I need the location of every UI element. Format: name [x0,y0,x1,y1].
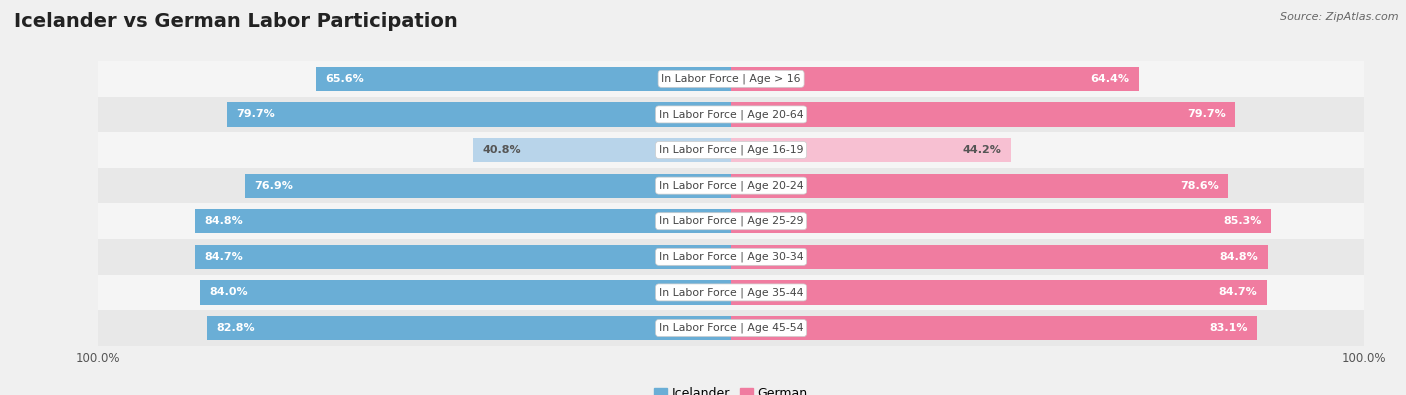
Text: 79.7%: 79.7% [1187,109,1226,119]
Bar [200,280,731,305]
Text: 83.1%: 83.1% [1209,323,1247,333]
Text: Icelander vs German Labor Participation: Icelander vs German Labor Participation [14,12,458,31]
Bar [731,280,1267,305]
Bar [731,138,1011,162]
Text: 64.4%: 64.4% [1090,74,1129,84]
FancyBboxPatch shape [98,97,1364,132]
Legend: Icelander, German: Icelander, German [650,382,813,395]
Text: In Labor Force | Age 16-19: In Labor Force | Age 16-19 [659,145,803,155]
Text: 84.7%: 84.7% [1219,288,1257,297]
Bar [731,67,1139,91]
Text: 84.0%: 84.0% [209,288,247,297]
Text: In Labor Force | Age 45-54: In Labor Force | Age 45-54 [659,323,803,333]
Bar [316,67,731,91]
Bar [731,245,1268,269]
Bar [731,102,1236,126]
Bar [194,209,731,233]
Text: In Labor Force | Age 30-34: In Labor Force | Age 30-34 [659,252,803,262]
FancyBboxPatch shape [98,203,1364,239]
Text: 65.6%: 65.6% [326,74,364,84]
Text: 84.8%: 84.8% [1219,252,1258,262]
Bar [731,316,1257,340]
Text: In Labor Force | Age 35-44: In Labor Force | Age 35-44 [659,287,803,298]
Text: 82.8%: 82.8% [217,323,256,333]
Bar [207,316,731,340]
Text: 76.9%: 76.9% [254,181,292,191]
Text: In Labor Force | Age 25-29: In Labor Force | Age 25-29 [659,216,803,226]
Bar [245,173,731,198]
Text: In Labor Force | Age > 16: In Labor Force | Age > 16 [661,73,801,84]
Text: 44.2%: 44.2% [963,145,1001,155]
Bar [731,173,1229,198]
FancyBboxPatch shape [98,168,1364,203]
Text: 85.3%: 85.3% [1223,216,1261,226]
Text: 40.8%: 40.8% [482,145,522,155]
Text: In Labor Force | Age 20-64: In Labor Force | Age 20-64 [659,109,803,120]
FancyBboxPatch shape [98,275,1364,310]
Text: 84.7%: 84.7% [205,252,243,262]
FancyBboxPatch shape [98,132,1364,168]
Text: 79.7%: 79.7% [236,109,276,119]
Bar [731,209,1271,233]
FancyBboxPatch shape [98,239,1364,275]
Text: 84.8%: 84.8% [204,216,243,226]
FancyBboxPatch shape [98,310,1364,346]
Bar [472,138,731,162]
FancyBboxPatch shape [98,61,1364,97]
Bar [195,245,731,269]
Text: Source: ZipAtlas.com: Source: ZipAtlas.com [1281,12,1399,22]
Text: 78.6%: 78.6% [1180,181,1219,191]
Bar [226,102,731,126]
Text: In Labor Force | Age 20-24: In Labor Force | Age 20-24 [659,181,803,191]
